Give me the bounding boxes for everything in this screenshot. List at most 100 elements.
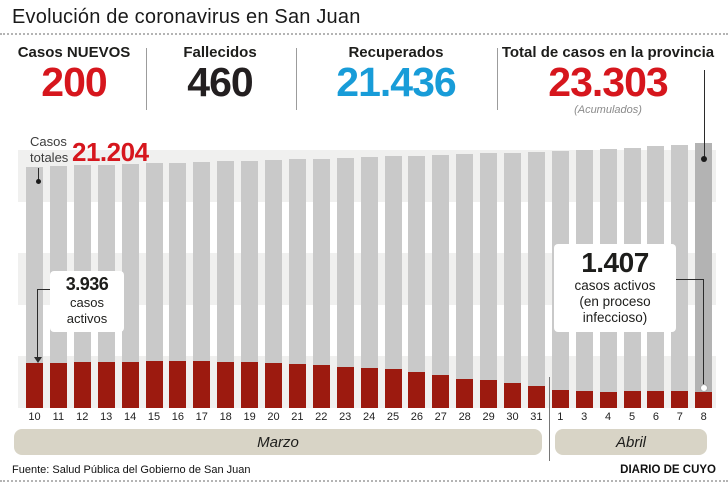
bar-total — [265, 160, 282, 408]
active-end-connector-h — [676, 279, 704, 280]
bar-total — [384, 156, 402, 408]
bar-active — [623, 391, 641, 408]
bar-active — [288, 364, 306, 408]
x-axis-tick: 12 — [76, 411, 89, 423]
bar-active — [49, 363, 67, 408]
bar-active — [575, 391, 593, 408]
bar-total — [145, 163, 163, 408]
x-axis-tick: 3 — [581, 411, 588, 423]
x-axis-tick: 26 — [410, 411, 424, 423]
stat-deaths: Fallecidos 460 — [150, 44, 290, 103]
stat-value: 21.436 — [336, 59, 456, 105]
bar-active — [217, 362, 235, 408]
stat-label: Total de casos en la provincia — [501, 44, 715, 61]
active-end-value: 1.407 — [581, 247, 649, 278]
bar-total — [432, 155, 450, 408]
x-axis-tick: 16 — [171, 411, 185, 423]
bar-active — [97, 362, 115, 408]
x-axis-tick: 1 — [557, 411, 564, 423]
bar-total — [312, 159, 330, 408]
active-end-connector-v — [703, 279, 704, 387]
x-axis-tick: 18 — [219, 411, 232, 423]
bar-total — [527, 152, 545, 408]
active-start-label: activos — [66, 311, 108, 326]
bar-active — [695, 392, 713, 408]
active-end-label: infeccioso) — [582, 310, 648, 325]
stat-note: (Acumulados) — [574, 104, 642, 116]
stat-label: Recuperados — [348, 44, 444, 61]
bar-total — [241, 161, 259, 408]
bar-active — [408, 372, 426, 408]
bar-active — [193, 361, 211, 408]
stat-total-province: Total de casos en la provincia 23.303 (A… — [500, 44, 716, 116]
page-title: Evolución de coronavirus en San Juan — [12, 6, 361, 28]
x-axis-tick: 22 — [315, 411, 328, 423]
active-start-connector-v — [37, 289, 38, 357]
dotted-divider-top — [0, 33, 728, 35]
x-axis-tick: 8 — [700, 411, 707, 423]
stat-new-cases: Casos NUEVOS 200 — [8, 44, 140, 103]
bar-total — [193, 162, 211, 408]
bar-total — [336, 158, 354, 408]
bar-total — [480, 153, 498, 408]
bar-total — [671, 145, 689, 408]
x-axis-tick: 19 — [243, 411, 256, 423]
active-start-callout: 3.936 casos activos — [50, 271, 124, 332]
stat-divider — [497, 48, 498, 110]
bar-active — [360, 368, 378, 408]
bar-active — [336, 367, 354, 408]
stat-divider — [146, 48, 147, 110]
x-axis-tick: 11 — [52, 411, 65, 423]
totals-series-label: Casos totales — [30, 134, 69, 165]
bar-active — [504, 383, 521, 408]
stat-label: Casos NUEVOS — [17, 44, 131, 61]
bar-active — [599, 392, 617, 408]
publisher-credit: DIARIO DE CUYO — [620, 464, 716, 476]
x-axis-tick: 13 — [100, 411, 113, 423]
source-credit: Fuente: Salud Pública del Gobierno de Sa… — [12, 464, 251, 476]
x-axis-tick: 5 — [628, 411, 636, 423]
bar-total — [408, 156, 426, 408]
bar-total — [695, 143, 713, 408]
active-start-arrow-icon — [34, 357, 42, 363]
x-axis-tick: 14 — [123, 411, 137, 423]
bar-total — [456, 154, 474, 408]
x-axis-tick: 17 — [195, 411, 208, 423]
x-axis-tick: 15 — [147, 411, 161, 423]
x-axis-tick: 20 — [267, 411, 280, 423]
month-band-abril: Abril — [555, 429, 707, 455]
active-end-label: (en proceso — [579, 294, 651, 309]
bar-total — [169, 163, 187, 408]
x-axis-tick: 4 — [605, 411, 612, 423]
x-axis-tick: 6 — [652, 411, 659, 423]
active-start-value: 3.936 — [65, 274, 109, 294]
bar-active — [551, 390, 569, 408]
bar-active — [312, 365, 330, 408]
stat-value: 23.303 — [548, 59, 668, 105]
active-start-label: casos — [70, 295, 104, 310]
bar-active — [432, 375, 450, 408]
x-axis-tick: 31 — [530, 411, 543, 423]
bar-total — [288, 159, 306, 408]
totals-pointer-dot — [36, 179, 41, 184]
totals-start-value: 21.204 — [72, 137, 149, 167]
bar-total — [217, 161, 235, 408]
totals-pointer-line — [38, 168, 39, 180]
bar-total — [26, 167, 43, 408]
month-label: Abril — [615, 433, 646, 451]
dotted-divider-bottom — [0, 480, 728, 482]
bar-active — [527, 386, 545, 408]
stat-divider — [296, 48, 297, 110]
bar-active — [26, 363, 43, 408]
bar-total — [360, 157, 378, 408]
active-end-label: casos activos — [574, 278, 656, 293]
stat-label: Fallecidos — [183, 44, 257, 61]
x-axis-tick: 25 — [386, 411, 400, 423]
active-end-pointer-dot — [700, 384, 708, 392]
active-start-connector-h — [37, 289, 55, 290]
x-axis-tick: 29 — [482, 411, 495, 423]
month-band-marzo: Marzo — [14, 429, 542, 455]
bar-active — [121, 362, 139, 408]
bar-active — [480, 380, 498, 408]
